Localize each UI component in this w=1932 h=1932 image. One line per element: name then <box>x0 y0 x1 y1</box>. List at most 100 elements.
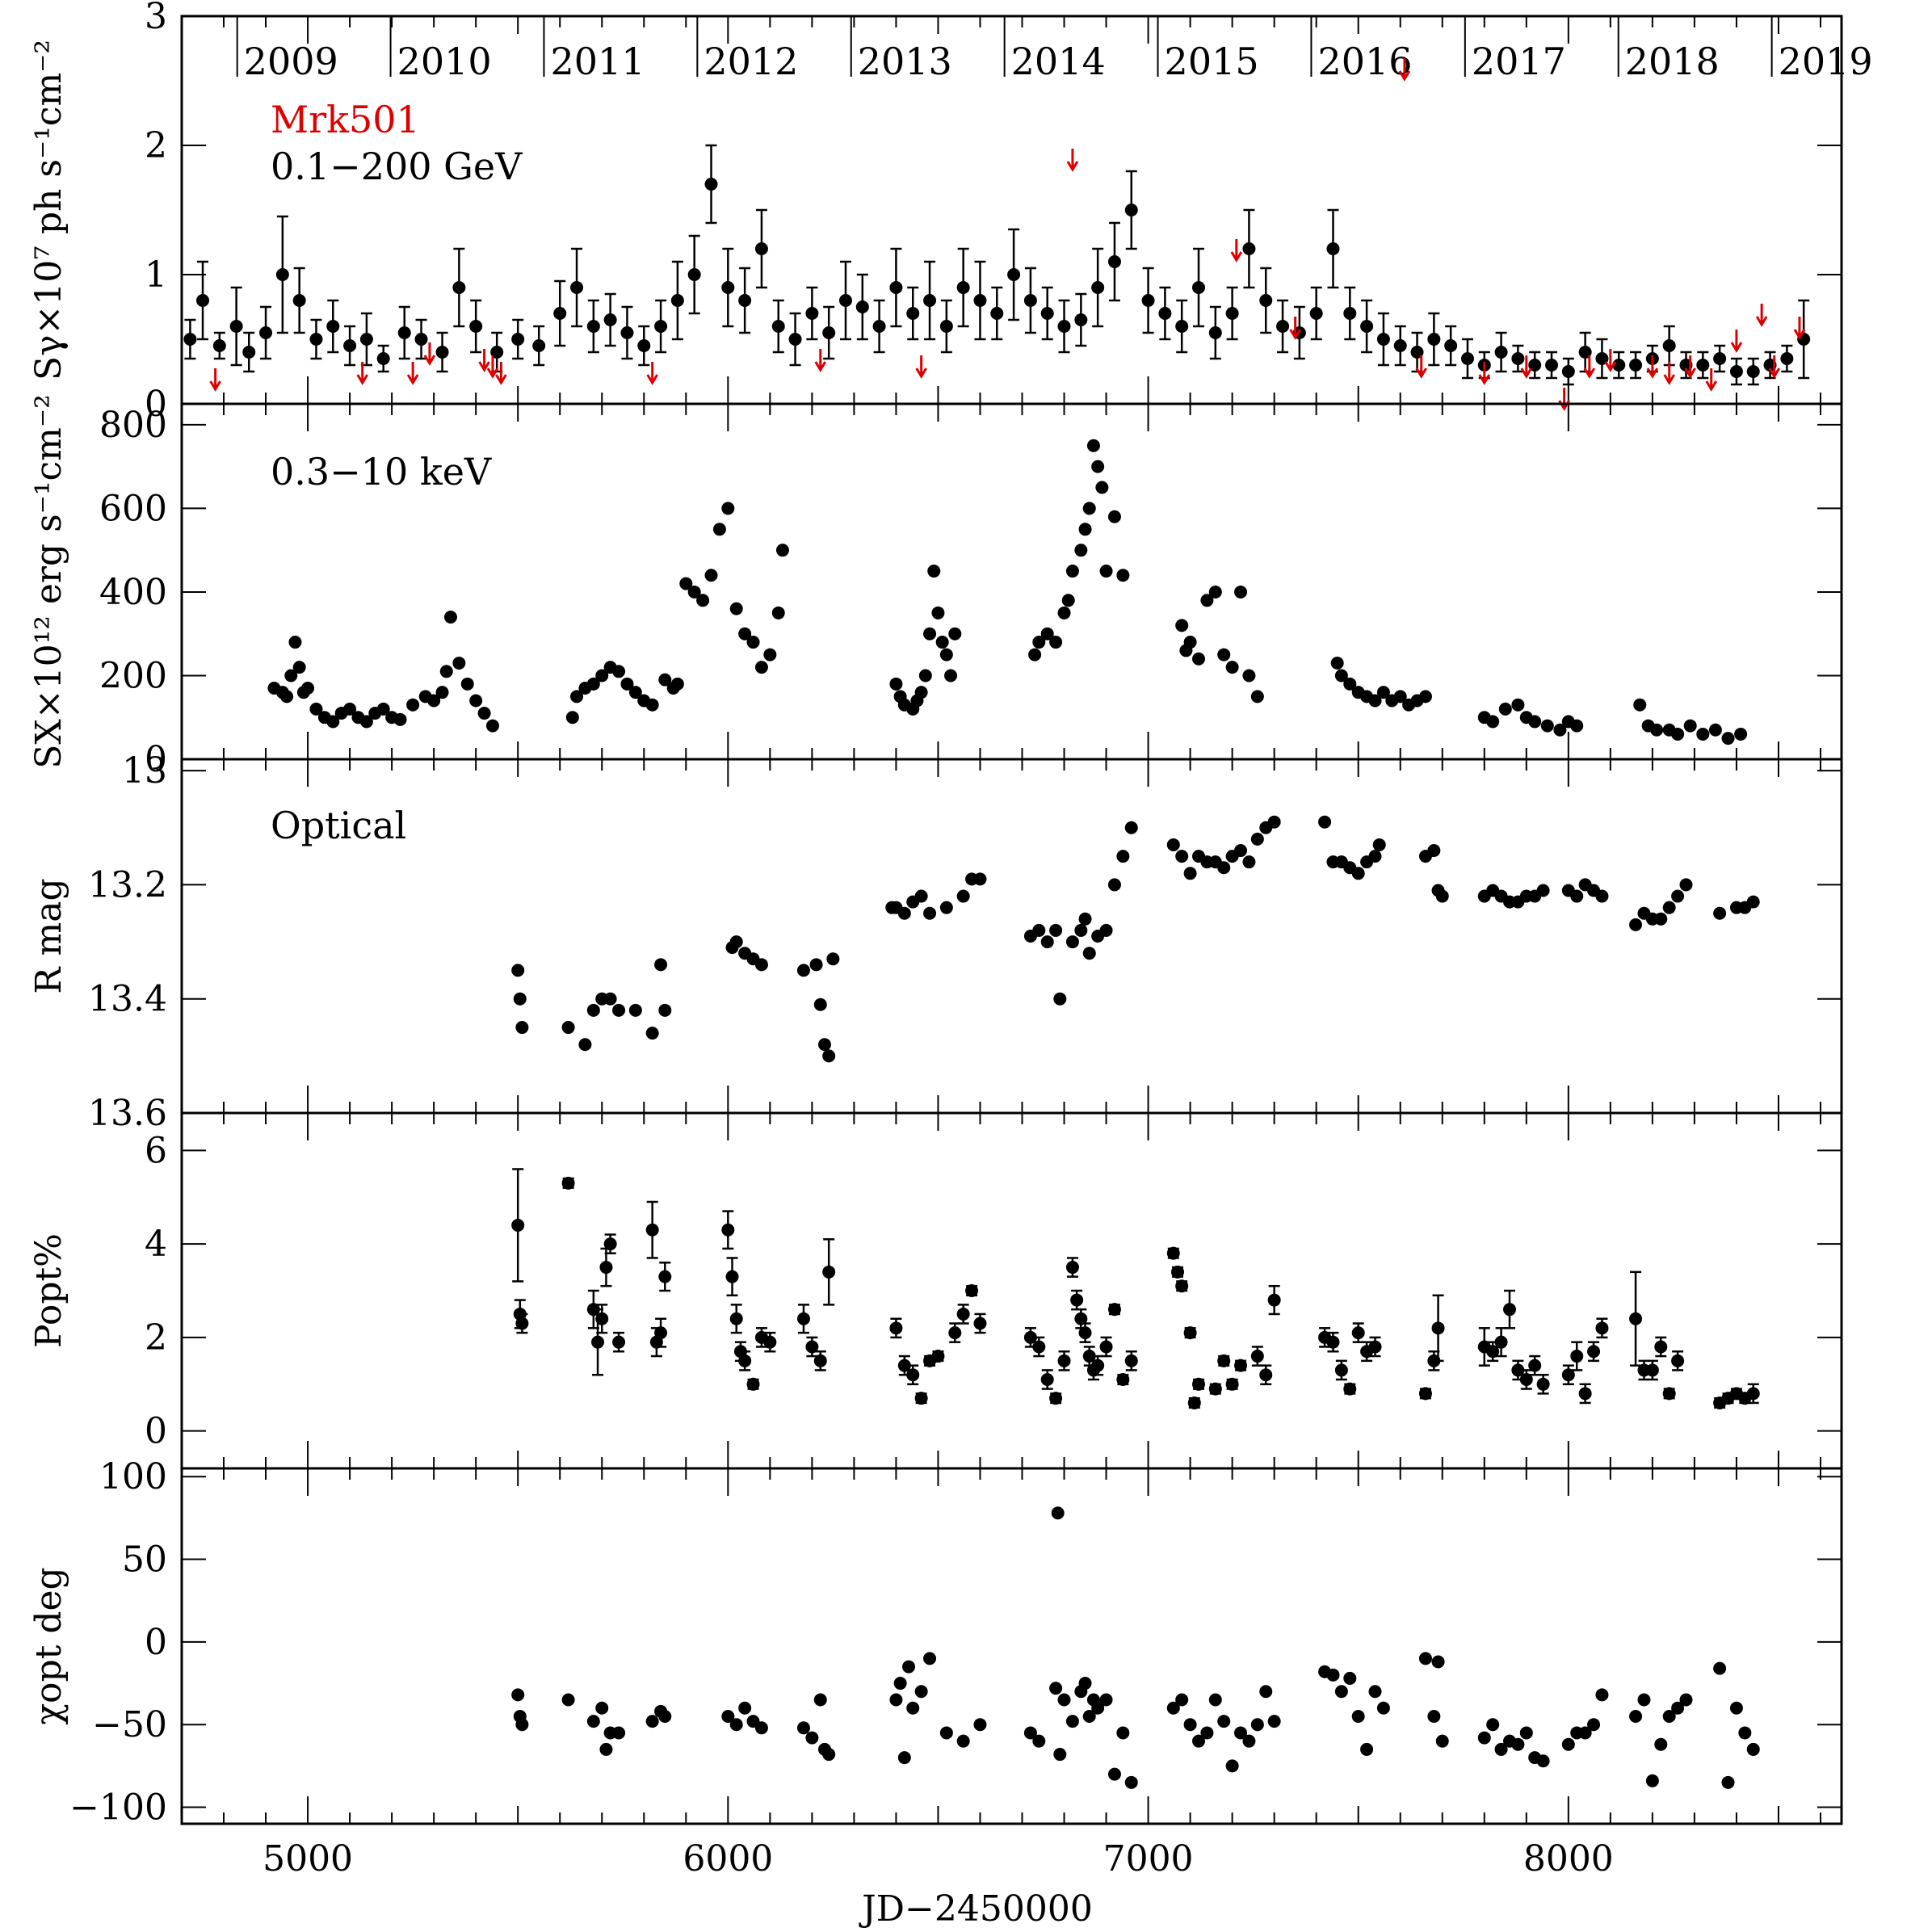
gamma-data-point <box>923 294 937 307</box>
xray-data-point <box>565 711 579 724</box>
gamma-data-point <box>229 320 243 333</box>
gamma-data-point <box>839 294 852 307</box>
xray-data-point <box>1107 510 1121 523</box>
xray-data-point <box>376 702 390 716</box>
angle-data-point <box>1166 1701 1180 1715</box>
optical-data-point <box>1065 935 1079 949</box>
angle-data-point <box>1192 1734 1206 1748</box>
xray-data-point <box>687 585 701 598</box>
angle-data-point <box>897 1751 911 1765</box>
optical-data-point <box>1116 850 1130 863</box>
gamma-data-point <box>738 294 752 307</box>
optical-data-point <box>1435 889 1449 903</box>
gamma-data-point <box>309 333 323 346</box>
gamma-data-point <box>1444 339 1458 352</box>
angle-data-point <box>1713 1661 1727 1675</box>
optical-data-point <box>1713 906 1727 920</box>
optical-data-point <box>1267 815 1281 829</box>
gamma-upper-limit-head <box>1730 342 1743 353</box>
gamma-upper-limit-head <box>1230 251 1243 262</box>
angle-data-point <box>893 1677 907 1690</box>
pol-data-point <box>1486 1345 1500 1359</box>
xray-data-point <box>469 694 483 708</box>
pol-data-point <box>1091 1359 1105 1372</box>
angle-y-axis-label: χopt deg <box>28 1567 69 1724</box>
gamma-data-point <box>1629 359 1643 372</box>
xray-data-point <box>326 715 340 729</box>
xray-data-point <box>1511 698 1525 712</box>
gamma-data-point <box>1141 294 1155 307</box>
pol-data-point <box>1250 1350 1264 1363</box>
xray-data-point <box>1116 569 1130 582</box>
gamma-data-point <box>1746 365 1760 378</box>
gamma-upper-limit-head <box>1583 368 1596 379</box>
xray-data-point <box>1330 656 1344 670</box>
gamma-data-point <box>1007 268 1021 281</box>
angle-data-point <box>1234 1726 1248 1740</box>
pol-data-point <box>931 1350 945 1363</box>
xray-data-point <box>1095 481 1109 494</box>
pol-data-point <box>1208 1382 1222 1396</box>
angle-data-point <box>1486 1718 1500 1732</box>
gamma-data-point <box>1729 365 1743 378</box>
pol-data-point <box>1099 1340 1113 1354</box>
angle-ytick-label: 50 <box>122 1539 167 1581</box>
gamma-upper-limit-head <box>1604 361 1617 372</box>
optical-data-point <box>1629 918 1643 931</box>
xray-data-point <box>1175 619 1189 632</box>
source-label: Mrk501 <box>271 98 420 141</box>
xray-data-point <box>704 569 718 582</box>
xray-data-point <box>1099 565 1113 578</box>
optical-data-point <box>1679 878 1693 892</box>
angle-data-point <box>1511 1737 1525 1751</box>
angle-data-point <box>939 1726 953 1740</box>
optical-data-point <box>1536 884 1550 897</box>
xray-data-point <box>1418 690 1432 704</box>
gamma-data-point <box>687 268 701 281</box>
optical-y-axis-label: R mag <box>28 878 69 993</box>
xray-data-point <box>1334 669 1348 682</box>
angle-data-point <box>1729 1701 1743 1715</box>
xray-data-point <box>1498 702 1512 716</box>
xray-data-point <box>485 719 499 733</box>
xray-data-point <box>889 677 903 691</box>
angle-data-point <box>1124 1775 1138 1789</box>
xray-band-label: 0.3−10 keV <box>271 450 492 494</box>
pol-data-point <box>658 1270 672 1283</box>
pol-data-point <box>599 1261 613 1275</box>
pol-data-point <box>1519 1373 1533 1386</box>
optical-data-point <box>1427 844 1441 858</box>
xray-data-point <box>1393 690 1407 704</box>
gamma-ytick-label: 0 <box>145 384 167 425</box>
gamma-data-point <box>196 294 210 307</box>
pol-data-point <box>725 1270 739 1283</box>
year-label: 2016 <box>1317 40 1412 83</box>
gamma-data-point <box>259 326 273 339</box>
year-label: 2019 <box>1779 40 1873 83</box>
optical-data-point <box>658 1003 672 1017</box>
xray-data-point <box>1065 565 1079 578</box>
optical-data-point <box>1318 815 1332 829</box>
xray-data-point <box>658 673 672 687</box>
gamma-data-point <box>1091 281 1105 294</box>
optical-data-point <box>973 872 987 886</box>
optical-data-point <box>809 958 823 972</box>
angle-ytick-label: −100 <box>69 1787 167 1829</box>
optical-data-point <box>1183 867 1197 880</box>
angle-data-point <box>1116 1726 1130 1740</box>
xray-data-point <box>775 544 789 557</box>
xray-data-point <box>595 669 609 682</box>
pol-data-point <box>1578 1387 1592 1401</box>
angle-data-point <box>1267 1715 1281 1728</box>
pol-data-point <box>1192 1377 1206 1391</box>
xray-data-point <box>343 702 357 716</box>
gamma-upper-limit-head <box>1066 161 1079 172</box>
gamma-upper-limit-head <box>209 380 221 392</box>
optical-data-point <box>1175 850 1189 863</box>
pol-data-point <box>738 1354 752 1367</box>
xray-data-point <box>679 577 693 590</box>
pol-data-point <box>805 1340 819 1354</box>
angle-data-point <box>1225 1759 1239 1773</box>
year-label: 2017 <box>1472 40 1566 83</box>
